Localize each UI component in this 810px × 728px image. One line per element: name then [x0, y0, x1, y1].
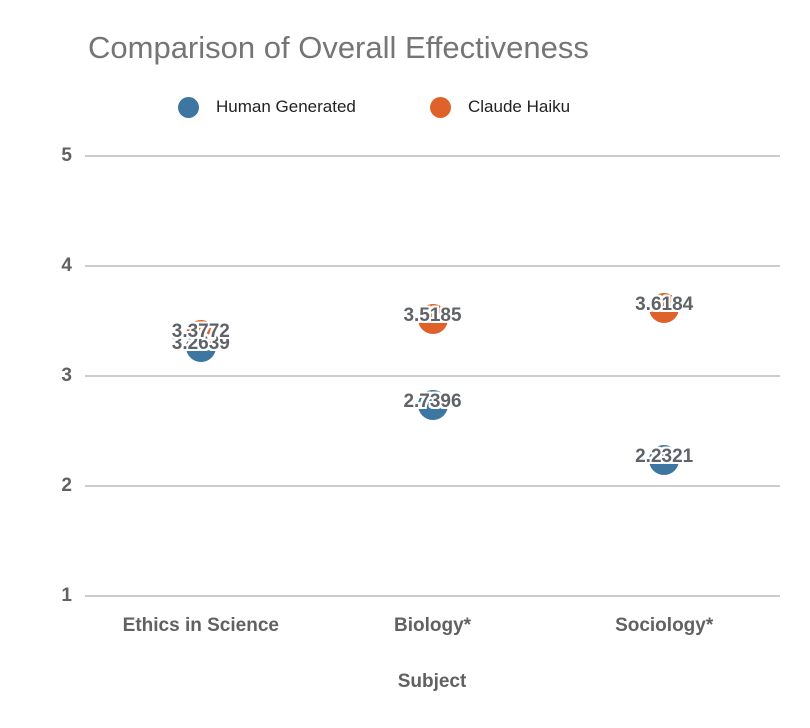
gridline	[85, 265, 780, 267]
value-label-human-generated-ethics-in-science: 3.2639	[171, 332, 230, 354]
value-label-claude-haiku-biology: 3.5185	[403, 304, 462, 326]
y-tick-label: 5	[61, 145, 72, 166]
value-label-human-generated-biology: 2.7396	[403, 390, 462, 412]
y-tick-label: 3	[61, 365, 72, 386]
gridline	[85, 375, 780, 377]
y-tick-label: 1	[61, 585, 72, 606]
value-label-claude-haiku-sociology: 3.6184	[635, 293, 694, 315]
point-human-generated-sociology[interactable]	[649, 445, 680, 476]
legend-label: Claude Haiku	[468, 97, 571, 116]
chart-title: Comparison of Overall Effectiveness	[88, 30, 589, 65]
gridline	[85, 595, 780, 597]
gridline	[85, 485, 780, 487]
x-category-label-biology: Biology*	[393, 615, 472, 636]
y-tick-label: 2	[61, 475, 72, 496]
point-claude-haiku-biology[interactable]	[417, 303, 448, 334]
series-marker-icon	[430, 96, 451, 118]
point-claude-haiku-ethics-in-science[interactable]	[185, 319, 216, 350]
gridline	[85, 155, 780, 157]
legend-item-human-generated: Human Generated	[178, 94, 356, 120]
x-axis-title: Subject	[397, 671, 467, 692]
x-category-label-sociology: Sociology*	[615, 615, 714, 636]
value-label-human-generated-sociology: 2.2321	[635, 446, 694, 468]
value-label-claude-haiku-ethics-in-science: 3.3772	[171, 320, 230, 342]
series-marker-icon	[178, 96, 199, 118]
point-human-generated-biology[interactable]	[417, 389, 448, 420]
x-category-label-ethics-in-science: Ethics in Science	[122, 615, 279, 636]
legend: Human Generated Claude Haiku	[0, 94, 810, 120]
point-claude-haiku-sociology[interactable]	[649, 292, 680, 323]
y-tick-label: 4	[61, 255, 72, 276]
legend-item-claude-haiku: Claude Haiku	[430, 94, 570, 120]
legend-label: Human Generated	[216, 97, 356, 116]
